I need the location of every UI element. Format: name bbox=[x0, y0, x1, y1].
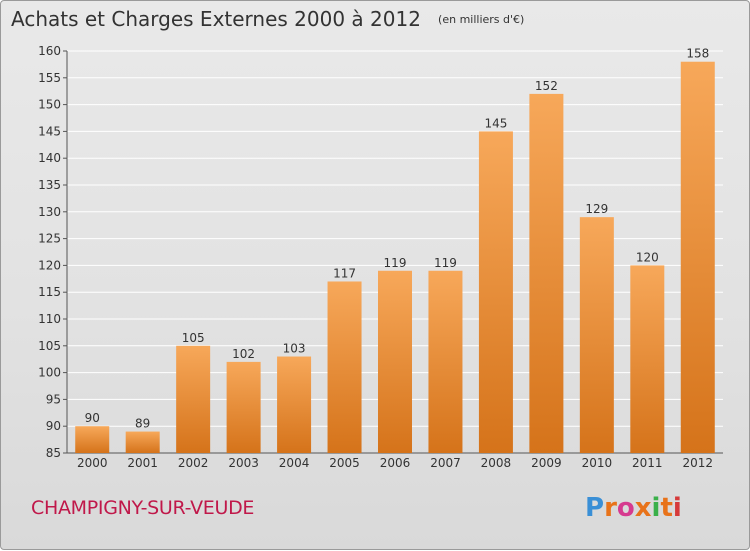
bar bbox=[176, 345, 211, 453]
x-tick-label: 2005 bbox=[329, 456, 360, 470]
x-tick-label: 2007 bbox=[430, 456, 461, 470]
y-tick-label: 145 bbox=[38, 124, 61, 138]
bar-value-label: 105 bbox=[182, 331, 205, 345]
bar bbox=[579, 217, 614, 453]
y-tick-label: 100 bbox=[38, 366, 61, 380]
x-tick-label: 2002 bbox=[178, 456, 209, 470]
x-tick-label: 2010 bbox=[582, 456, 613, 470]
bar bbox=[327, 281, 362, 453]
logo-letter: r bbox=[604, 493, 617, 523]
bar bbox=[378, 270, 412, 453]
bar-value-label: 119 bbox=[434, 256, 457, 270]
y-tick-label: 115 bbox=[38, 285, 61, 299]
bar-value-label: 102 bbox=[232, 347, 255, 361]
x-tick-label: 2006 bbox=[380, 456, 411, 470]
x-tick-label: 2009 bbox=[531, 456, 562, 470]
x-tick-label: 2011 bbox=[632, 456, 663, 470]
bar bbox=[680, 61, 715, 453]
commune-name: CHAMPIGNY-SUR-VEUDE bbox=[31, 497, 255, 519]
chart-title: Achats et Charges Externes 2000 à 2012 (… bbox=[11, 7, 524, 31]
bar bbox=[75, 426, 110, 453]
bar bbox=[125, 431, 160, 453]
y-tick-label: 160 bbox=[38, 44, 61, 58]
bar-value-label: 145 bbox=[484, 116, 507, 130]
logo-letter: x bbox=[634, 493, 652, 523]
bar bbox=[277, 356, 312, 453]
chart-unit-label: (en milliers d'€) bbox=[438, 13, 525, 26]
y-tick-label: 125 bbox=[38, 232, 61, 246]
bar bbox=[478, 131, 513, 453]
proxiti-logo: Proxiti bbox=[585, 493, 682, 523]
y-tick-label: 130 bbox=[38, 205, 61, 219]
x-tick-label: 2001 bbox=[127, 456, 158, 470]
y-tick-label: 135 bbox=[38, 178, 61, 192]
x-tick-label: 2000 bbox=[77, 456, 108, 470]
bar-value-label: 120 bbox=[636, 250, 659, 264]
bar-value-label: 158 bbox=[686, 47, 709, 61]
logo-letter: i bbox=[651, 493, 661, 523]
y-tick-label: 110 bbox=[38, 312, 61, 326]
logo-letter: t bbox=[660, 493, 673, 523]
bar bbox=[226, 361, 261, 453]
y-tick-label: 90 bbox=[46, 419, 61, 433]
chart-title-main: Achats et Charges Externes 2000 à 2012 bbox=[11, 7, 421, 31]
bar-value-label: 90 bbox=[85, 411, 100, 425]
x-tick-label: 2003 bbox=[228, 456, 259, 470]
bar bbox=[529, 93, 564, 453]
y-tick-label: 120 bbox=[38, 258, 61, 272]
bar-value-label: 89 bbox=[135, 417, 150, 431]
bar bbox=[630, 265, 665, 453]
logo-letter: o bbox=[616, 493, 635, 523]
bar-value-label: 152 bbox=[535, 79, 558, 93]
logo-letter: P bbox=[585, 493, 605, 523]
y-tick-label: 140 bbox=[38, 151, 61, 165]
x-tick-label: 2004 bbox=[279, 456, 310, 470]
x-tick-label: 2008 bbox=[481, 456, 512, 470]
y-tick-label: 155 bbox=[38, 71, 61, 85]
x-tick-label: 2012 bbox=[682, 456, 713, 470]
y-tick-label: 95 bbox=[46, 392, 61, 406]
y-tick-label: 150 bbox=[38, 98, 61, 112]
bar bbox=[428, 270, 463, 453]
logo-letter: i bbox=[672, 493, 682, 523]
y-tick-label: 85 bbox=[46, 446, 61, 460]
bar-value-label: 119 bbox=[384, 256, 407, 270]
y-tick-label: 105 bbox=[38, 339, 61, 353]
bar-value-label: 129 bbox=[585, 202, 608, 216]
bar-value-label: 103 bbox=[283, 342, 306, 356]
bar-value-label: 117 bbox=[333, 266, 356, 280]
